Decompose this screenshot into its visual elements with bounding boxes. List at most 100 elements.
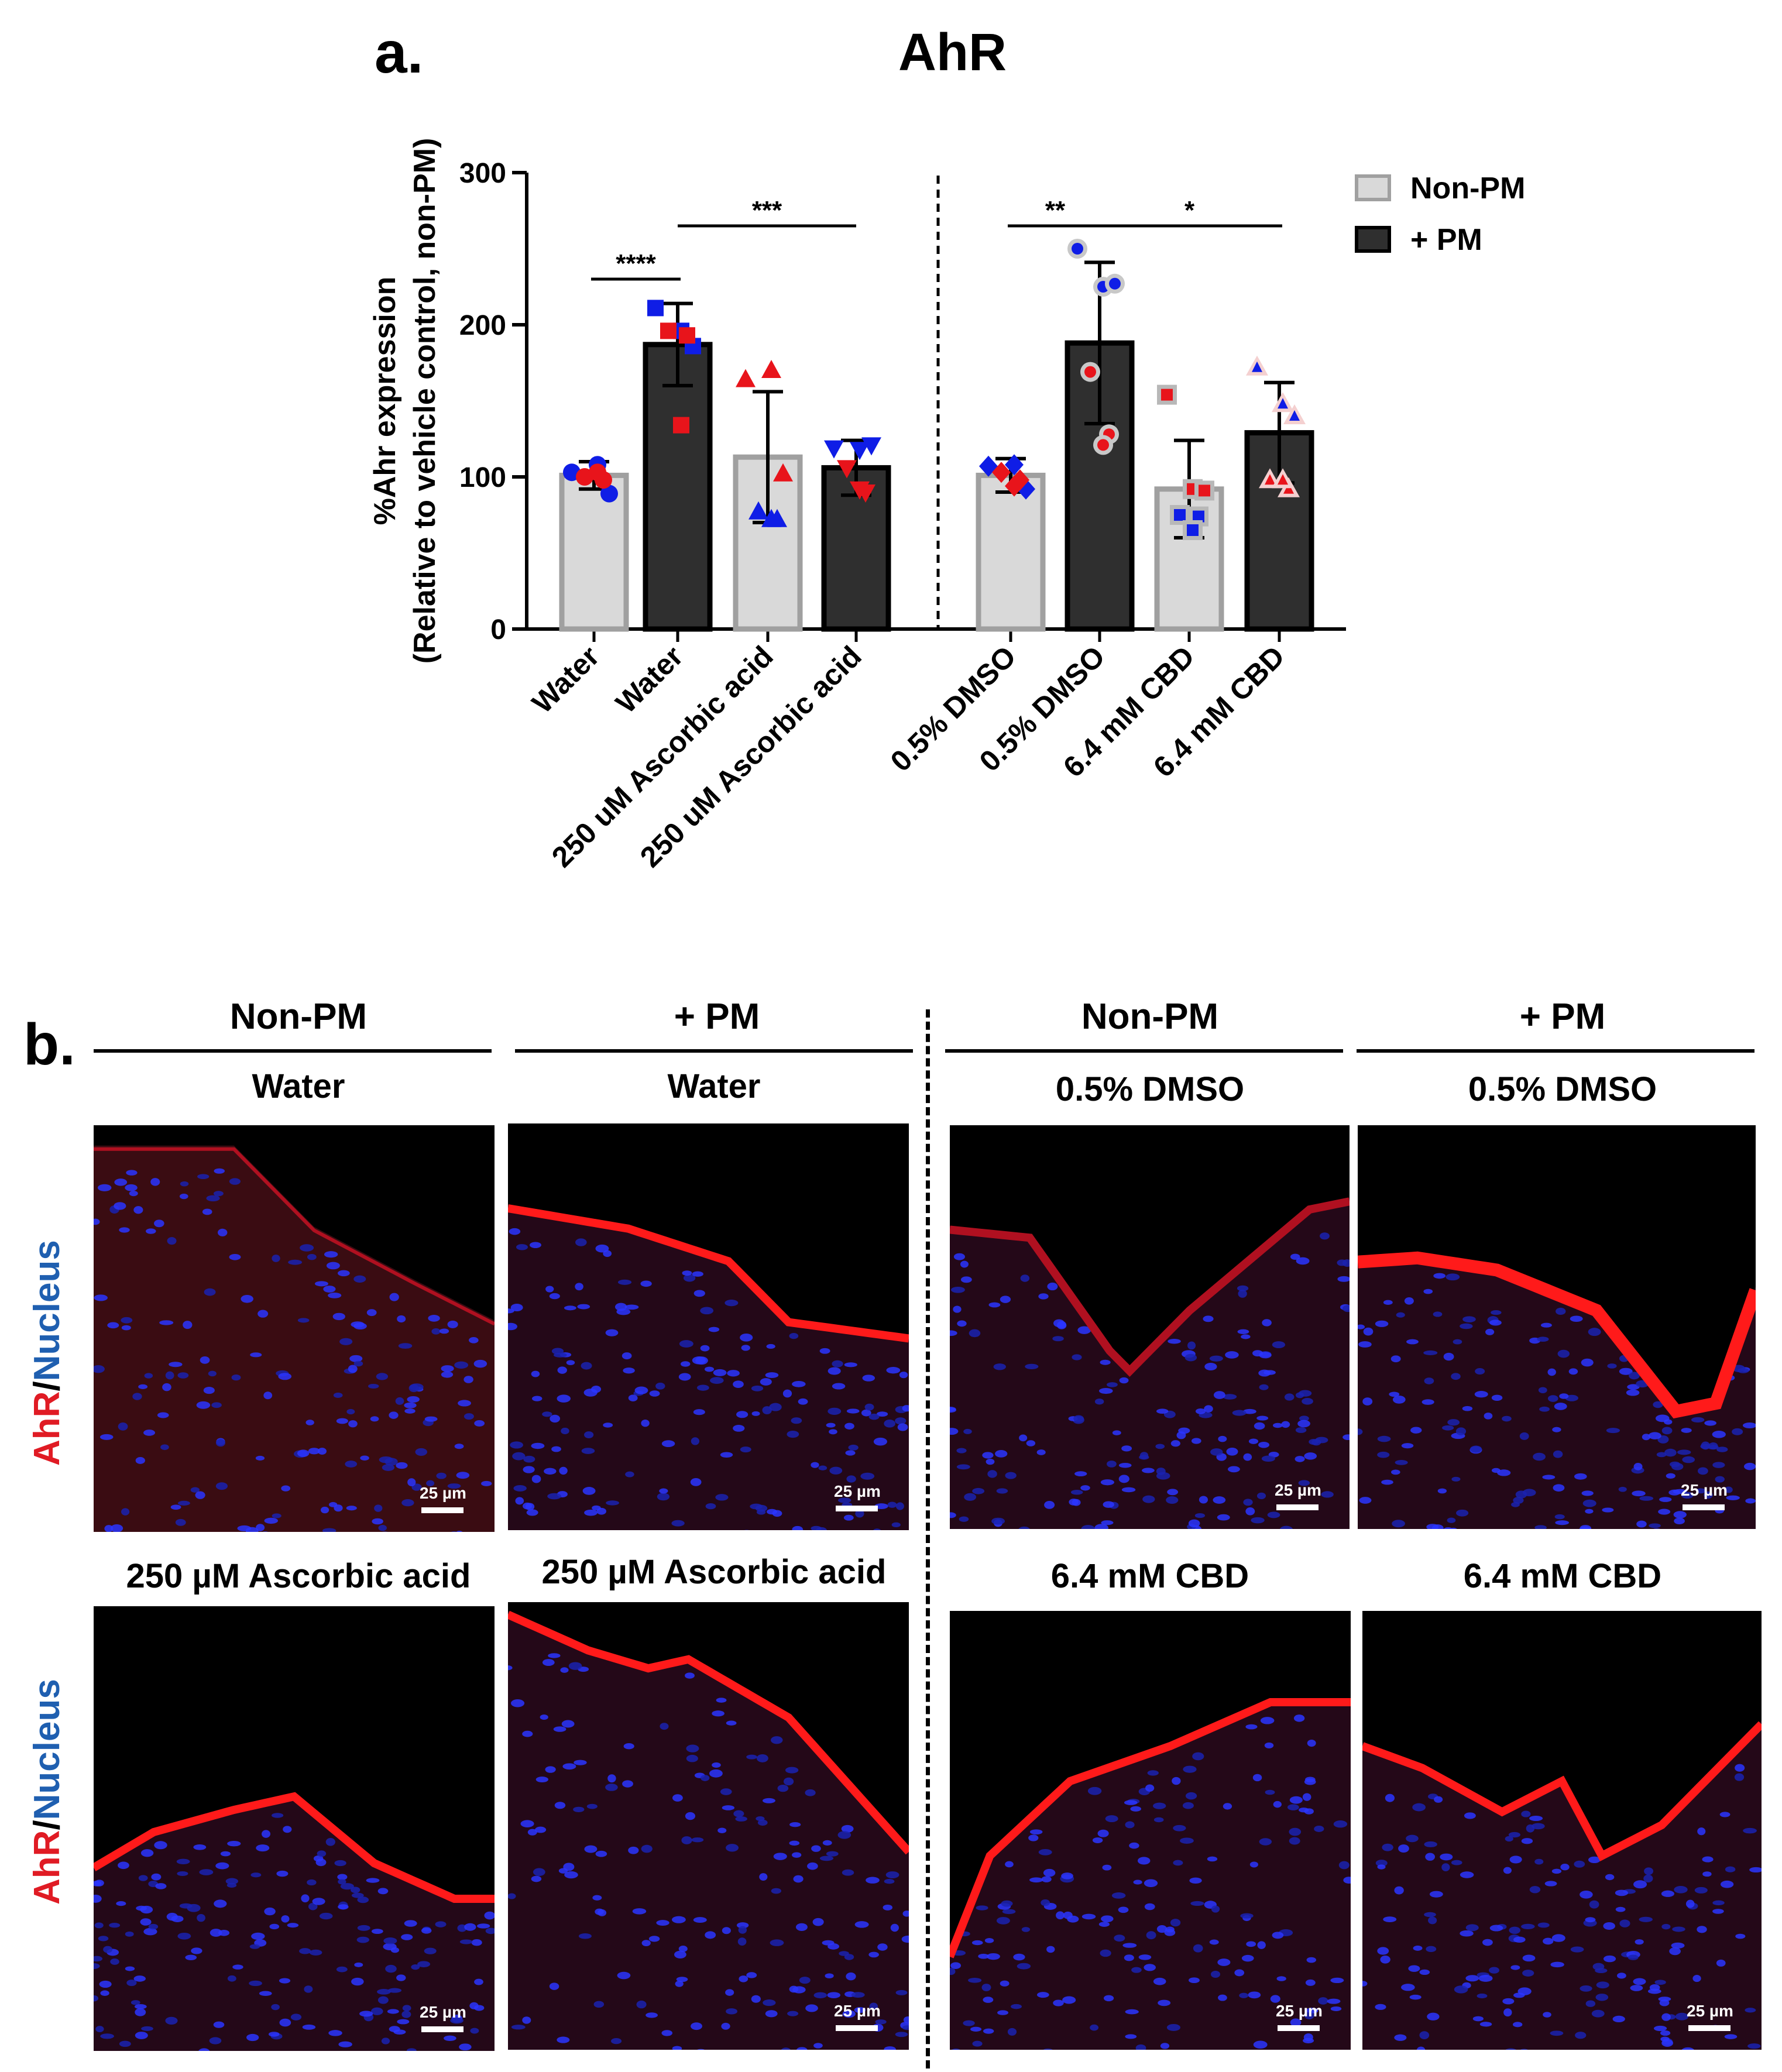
nucleus-dot — [1287, 1804, 1299, 1810]
nucleus-dot — [544, 1468, 557, 1475]
nucleus-dot — [256, 1524, 265, 1531]
nucleus-dot — [956, 1464, 970, 1470]
nucleus-dot — [547, 1493, 562, 1500]
nucleus-dot — [1603, 1955, 1616, 1963]
nucleus-dot — [864, 1403, 874, 1411]
nucleus-dot — [876, 1411, 888, 1417]
nucleus-dot — [520, 1820, 534, 1828]
nucleus-dot — [976, 1905, 988, 1910]
nucleus-dot — [751, 1385, 764, 1391]
nucleus-dot — [1719, 1812, 1731, 1817]
nucleus-dot — [736, 1922, 749, 1929]
nucleus-dot — [377, 1888, 389, 1895]
nucleus-dot — [1394, 1886, 1404, 1895]
point-2-3 — [748, 501, 768, 520]
nucleus-dot — [993, 1363, 1006, 1370]
nucleus-dot — [166, 1912, 178, 1921]
nucleus-dot — [895, 1502, 904, 1510]
nucleus-dot — [1155, 1444, 1165, 1449]
nucleus-dot — [1267, 1511, 1280, 1518]
nucleus-dot — [339, 1338, 353, 1345]
nucleus-dot — [1460, 1871, 1474, 1878]
nucleus-dot — [1131, 1967, 1142, 1973]
micrograph-cbd-pm: 25 µm — [1362, 1611, 1762, 2050]
nucleus-dot — [199, 1869, 214, 1875]
nucleus-dot — [765, 1372, 779, 1378]
nucleus-dot — [307, 1879, 317, 1886]
nucleus-dot — [264, 1517, 279, 1524]
nucleus-dot — [751, 1995, 761, 2003]
nucleus-dot — [125, 1931, 134, 1937]
panel-b-divider — [926, 1009, 930, 2068]
row2-channel-label: AhR/Nucleus — [27, 1679, 67, 1905]
nucleus-dot — [1470, 1445, 1482, 1453]
nucleus-dot — [431, 1328, 441, 1335]
nucleus-dot — [1540, 1322, 1552, 1328]
nucleus-dot — [532, 1396, 543, 1401]
nucleus-dot — [297, 1318, 310, 1323]
nucleus-dot — [895, 2032, 908, 2037]
nucleus-dot — [263, 1391, 273, 1400]
nucleus-dot — [1522, 1954, 1536, 1962]
nucleus-dot — [415, 1448, 428, 1456]
nucleus-dot — [792, 1380, 806, 1387]
nucleus-dot — [1080, 1485, 1090, 1491]
nucleus-dot — [1256, 1492, 1266, 1500]
nucleus-dot — [200, 1356, 210, 1364]
nucleus-dot — [851, 1992, 865, 1998]
nucleus-dot — [100, 1990, 109, 1996]
nucleus-dot — [1129, 1842, 1139, 1849]
nucleus-dot — [508, 1893, 516, 1899]
nucleus-dot — [1382, 1843, 1393, 1851]
nucleus-dot — [1502, 1998, 1515, 2005]
nucleus-dot — [1342, 1305, 1350, 1312]
nucleus-dot — [1543, 2012, 1551, 2018]
nucleus-dot — [873, 1437, 887, 1446]
nucleus-dot — [1588, 1328, 1601, 1336]
nucleus-dot — [1103, 1995, 1114, 2002]
nucleus-dot — [884, 1879, 895, 1884]
nucleus-dot — [193, 1844, 207, 1850]
nucleus-dot — [561, 1720, 575, 1728]
nucleus-dot — [1189, 1977, 1200, 1984]
nucleus-dot — [1248, 1991, 1261, 1999]
nucleus-dot — [1158, 1999, 1171, 2006]
nucleus-dot — [560, 1667, 569, 1673]
nucleus-dot — [1245, 1507, 1255, 1516]
nucleus-dot — [1074, 1471, 1087, 1477]
nucleus-dot — [785, 1767, 799, 1774]
nucleus-dot — [771, 1888, 782, 1894]
nucleus-dot — [545, 1766, 556, 1773]
nucleus-dot — [1734, 1773, 1745, 1781]
nucleus-dot — [956, 1448, 967, 1454]
nucleus-dot — [209, 2037, 222, 2044]
panel-a-letter: a. — [375, 20, 424, 85]
nucleus-dot — [1716, 1959, 1726, 1967]
nucleus-dot — [839, 1951, 849, 1956]
nucleus-dot — [1503, 1867, 1512, 1874]
nucleus-dot — [819, 1855, 834, 1861]
nucleus-dot — [1337, 1259, 1347, 1266]
nucleus-dot — [1227, 1466, 1240, 1473]
point-7-3-core — [1265, 474, 1275, 485]
nucleus-dot — [1362, 1397, 1373, 1406]
nucleus-dot — [1531, 1823, 1545, 1830]
nucleus-dot — [180, 1181, 189, 1187]
nucleus-dot — [206, 1195, 220, 1202]
nucleus-dot — [1025, 1363, 1039, 1370]
nucleus-dot — [826, 1422, 836, 1428]
nucleus-dot — [1299, 1415, 1309, 1421]
nucleus-dot — [1139, 1455, 1149, 1460]
nucleus-dot — [861, 1409, 871, 1417]
nucleus-dot — [1581, 1490, 1594, 1496]
sig-label-0: **** — [616, 249, 656, 278]
nucleus-dot — [1581, 1358, 1594, 1367]
nucleus-dot — [1338, 1861, 1350, 1870]
nucleus-dot — [837, 1497, 851, 1503]
nucleus-dot — [1615, 1906, 1626, 1912]
nucleus-dot — [822, 1840, 832, 1846]
nucleus-dot — [1633, 1880, 1647, 1889]
sig-label-1: *** — [752, 196, 782, 225]
nucleus-dot — [969, 1329, 981, 1338]
nucleus-dot — [1094, 1398, 1104, 1405]
